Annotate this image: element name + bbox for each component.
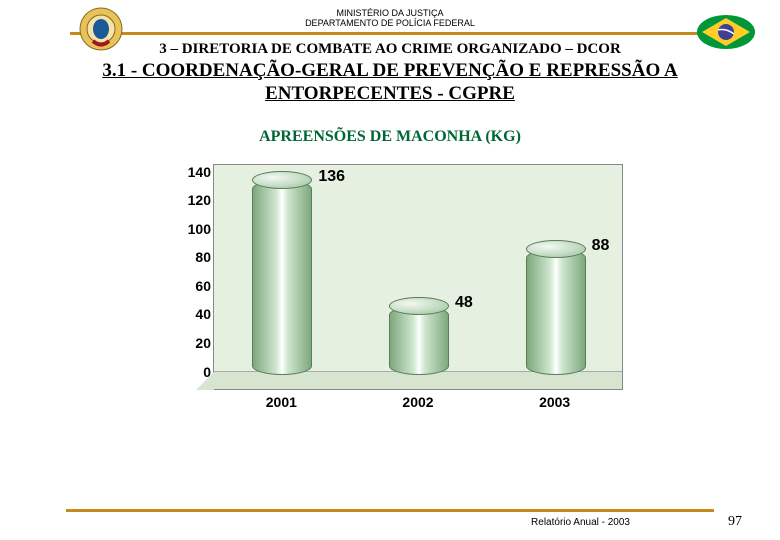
y-tick: 100 bbox=[188, 221, 211, 237]
y-tick: 120 bbox=[188, 192, 211, 208]
page-number: 97 bbox=[728, 514, 742, 530]
header: MINISTÉRIO DA JUSTIÇA DEPARTAMENTO DE PO… bbox=[0, 0, 780, 106]
y-tick: 80 bbox=[195, 249, 211, 265]
bar-chart: 020406080100120140 1364888 200120022003 bbox=[145, 156, 635, 434]
y-tick: 40 bbox=[195, 306, 211, 322]
x-category: 2001 bbox=[266, 394, 297, 410]
bar-value: 48 bbox=[455, 294, 473, 312]
bar: 88 bbox=[526, 249, 586, 375]
bar-value: 88 bbox=[592, 237, 610, 255]
bar-value: 136 bbox=[318, 168, 345, 186]
y-tick: 60 bbox=[195, 278, 211, 294]
x-axis: 2001 2002 2003 bbox=[213, 394, 623, 416]
footer-rule bbox=[66, 509, 714, 512]
bar: 48 bbox=[389, 306, 449, 375]
plot-area: 136 48 88 bbox=[213, 164, 623, 390]
x-category: 2002 bbox=[402, 394, 433, 410]
y-axis: 020406080100120140 bbox=[179, 164, 213, 390]
footer-report-label: Relatório Anual - 2003 bbox=[531, 517, 630, 528]
x-category: 2003 bbox=[539, 394, 570, 410]
subsection-heading: 3.1 - COORDENAÇÃO-GERAL DE PREVENÇÃO E R… bbox=[60, 60, 720, 106]
y-tick: 140 bbox=[188, 164, 211, 180]
chart-title: APREENSÕES DE MACONHA (KG) bbox=[0, 128, 780, 146]
header-rule bbox=[70, 32, 710, 35]
police-badge-logo bbox=[78, 6, 124, 52]
brazil-flag-icon bbox=[696, 14, 756, 50]
y-tick: 20 bbox=[195, 335, 211, 351]
bar: 136 bbox=[252, 180, 312, 374]
